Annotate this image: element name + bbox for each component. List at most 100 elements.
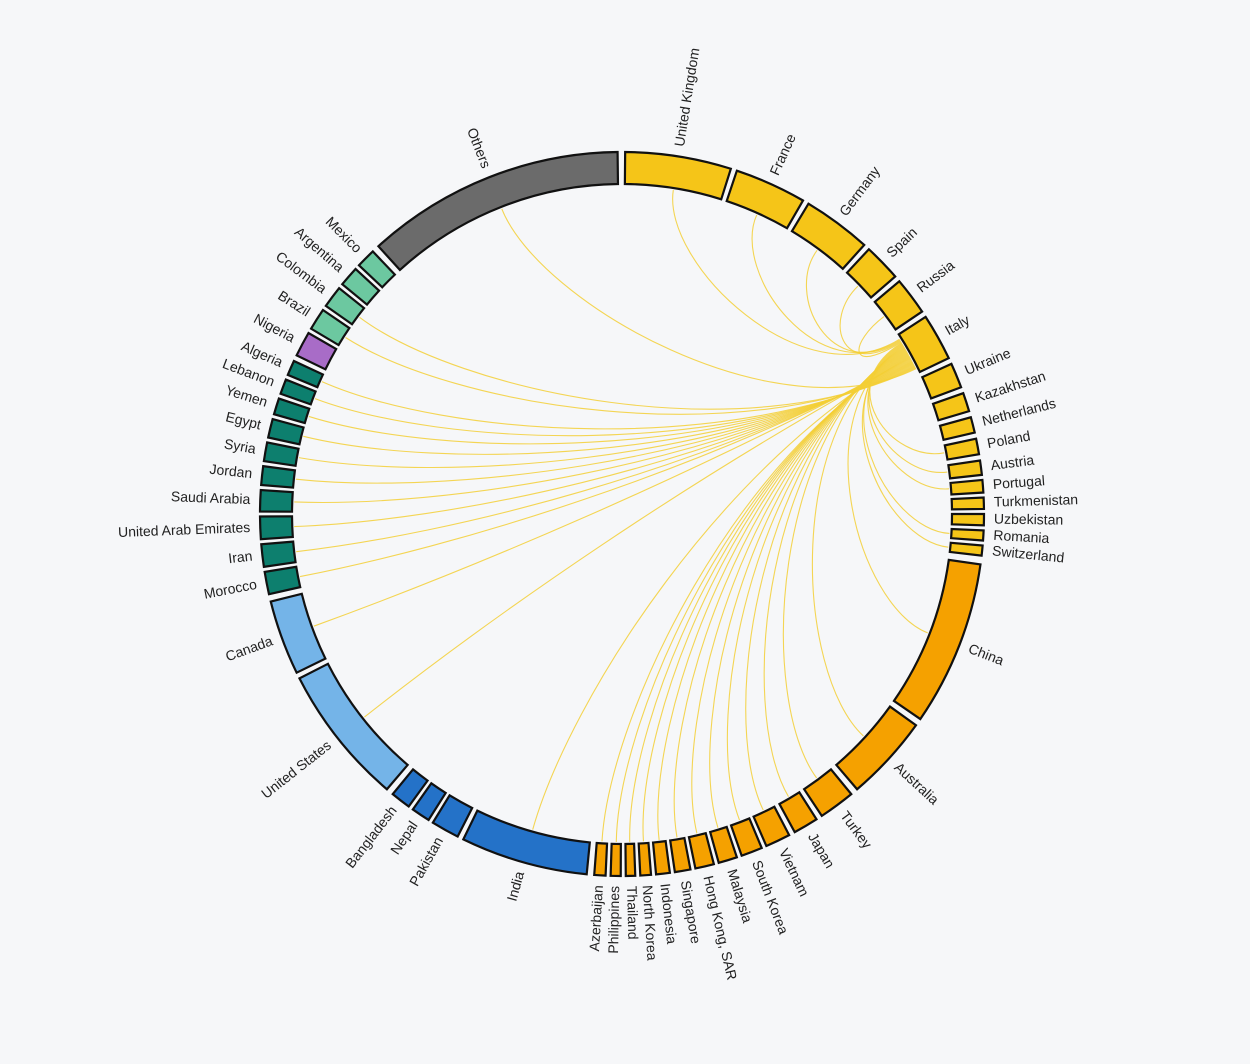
label-canada: Canada bbox=[223, 632, 275, 664]
arc-philippines[interactable] bbox=[609, 842, 622, 878]
arc-portugal[interactable] bbox=[949, 478, 985, 496]
arc-russia[interactable] bbox=[873, 279, 924, 331]
arc-china[interactable] bbox=[892, 558, 982, 721]
arc-turkey[interactable] bbox=[802, 767, 853, 818]
label-pakistan: Pakistan bbox=[406, 834, 446, 889]
arc-pakistan[interactable] bbox=[431, 793, 474, 839]
ribbons-group bbox=[294, 189, 950, 842]
arc-singapore[interactable] bbox=[668, 836, 692, 874]
arc-morocco[interactable] bbox=[263, 565, 302, 596]
link-italy-to-france bbox=[751, 214, 901, 354]
arc-romania[interactable] bbox=[949, 527, 985, 542]
label-vietnam: Vietnam bbox=[776, 846, 812, 899]
arc-spain[interactable] bbox=[845, 247, 897, 300]
label-nigeria: Nigeria bbox=[251, 310, 298, 345]
label-china: China bbox=[966, 640, 1006, 668]
label-brazil: Brazil bbox=[275, 287, 313, 319]
link-italy-to-poland bbox=[869, 342, 945, 455]
link-italy-to-morocco bbox=[299, 358, 912, 578]
arc-colombia[interactable] bbox=[324, 286, 366, 326]
label-united-states: United States bbox=[258, 737, 334, 802]
arc-indonesia[interactable] bbox=[651, 839, 672, 876]
label-united-kingdom: United Kingdom bbox=[671, 47, 702, 148]
arc-italy[interactable] bbox=[897, 315, 951, 374]
arc-austria[interactable] bbox=[947, 459, 984, 480]
arc-nepal[interactable] bbox=[411, 781, 448, 822]
label-portugal: Portugal bbox=[992, 472, 1045, 492]
label-nepal: Nepal bbox=[387, 818, 421, 857]
link-italy-to-others bbox=[501, 208, 917, 388]
arcs-group bbox=[258, 150, 986, 878]
label-turkmenistan: Turkmenistan bbox=[994, 491, 1079, 509]
link-italy-to-syria bbox=[298, 362, 914, 469]
arc-argentina[interactable] bbox=[340, 267, 381, 307]
arc-brazil[interactable] bbox=[309, 308, 351, 347]
label-germany: Germany bbox=[836, 163, 883, 219]
label-azerbaijan: Azerbaijan bbox=[586, 885, 606, 952]
label-north-korea: North Korea bbox=[640, 885, 661, 962]
link-italy-to-iran bbox=[296, 359, 912, 553]
label-philippines: Philippines bbox=[605, 886, 622, 954]
arc-germany[interactable] bbox=[790, 202, 866, 271]
arc-jordan[interactable] bbox=[259, 464, 297, 489]
arc-canada[interactable] bbox=[269, 592, 327, 675]
arc-south-korea[interactable] bbox=[729, 816, 764, 858]
arc-bangladesh[interactable] bbox=[391, 767, 430, 809]
label-russia: Russia bbox=[913, 257, 957, 296]
label-syria: Syria bbox=[223, 435, 257, 456]
arc-united-arab-emirates[interactable] bbox=[258, 515, 294, 541]
arc-united-states[interactable] bbox=[297, 662, 410, 791]
arc-switzerland[interactable] bbox=[948, 541, 984, 557]
arc-others[interactable] bbox=[376, 150, 620, 272]
label-france: France bbox=[766, 131, 799, 177]
label-australia: Australia bbox=[891, 759, 942, 808]
arc-india[interactable] bbox=[461, 809, 592, 876]
link-italy-to-azerbaijan bbox=[601, 355, 910, 842]
arc-egypt[interactable] bbox=[266, 417, 305, 446]
arc-mexico[interactable] bbox=[357, 249, 397, 289]
label-bangladesh: Bangladesh bbox=[342, 803, 400, 871]
arc-lebanon[interactable] bbox=[279, 378, 318, 406]
label-spain: Spain bbox=[883, 224, 920, 260]
arc-ukraine[interactable] bbox=[920, 362, 963, 400]
label-egypt: Egypt bbox=[224, 408, 263, 432]
arc-france[interactable] bbox=[725, 169, 805, 230]
arc-saudi-arabia[interactable] bbox=[258, 488, 294, 513]
arc-australia[interactable] bbox=[834, 705, 918, 791]
link-italy-to-austria bbox=[868, 343, 948, 473]
arc-netherlands[interactable] bbox=[938, 415, 977, 442]
label-jordan: Jordan bbox=[209, 461, 253, 481]
link-italy-to-spain bbox=[839, 285, 902, 355]
arc-kazakhstan[interactable] bbox=[931, 391, 971, 422]
arc-hong-kong-sar[interactable] bbox=[687, 831, 716, 870]
label-iran: Iran bbox=[227, 548, 253, 567]
arc-malaysia[interactable] bbox=[708, 825, 739, 865]
link-italy-to-canada bbox=[313, 358, 912, 627]
label-singapore: Singapore bbox=[678, 879, 705, 945]
arc-nigeria[interactable] bbox=[295, 331, 338, 371]
label-turkey: Turkey bbox=[837, 808, 875, 852]
arc-north-korea[interactable] bbox=[637, 841, 653, 877]
link-italy-to-saudi-arabia bbox=[294, 361, 913, 503]
arc-syria[interactable] bbox=[262, 441, 300, 468]
arc-poland[interactable] bbox=[943, 437, 981, 461]
arc-algeria[interactable] bbox=[286, 359, 325, 389]
arc-iran[interactable] bbox=[260, 540, 297, 569]
arc-japan[interactable] bbox=[777, 790, 819, 834]
arc-uzbekistan[interactable] bbox=[950, 512, 986, 527]
label-thailand: Thailand bbox=[624, 886, 641, 940]
label-uzbekistan: Uzbekistan bbox=[994, 511, 1064, 528]
arc-azerbaijan[interactable] bbox=[593, 841, 609, 877]
link-italy-to-germany bbox=[806, 250, 901, 354]
link-italy-to-algeria bbox=[321, 365, 916, 430]
arc-yemen[interactable] bbox=[272, 397, 311, 425]
label-united-arab-emirates: United Arab Emirates bbox=[118, 519, 251, 540]
arc-thailand[interactable] bbox=[624, 842, 637, 878]
label-italy: Italy bbox=[942, 312, 972, 339]
arc-united-kingdom[interactable] bbox=[623, 150, 733, 201]
label-austria: Austria bbox=[990, 452, 1035, 473]
arc-turkmenistan[interactable] bbox=[950, 496, 986, 511]
arc-vietnam[interactable] bbox=[752, 805, 791, 848]
link-italy-to-india bbox=[532, 356, 911, 830]
